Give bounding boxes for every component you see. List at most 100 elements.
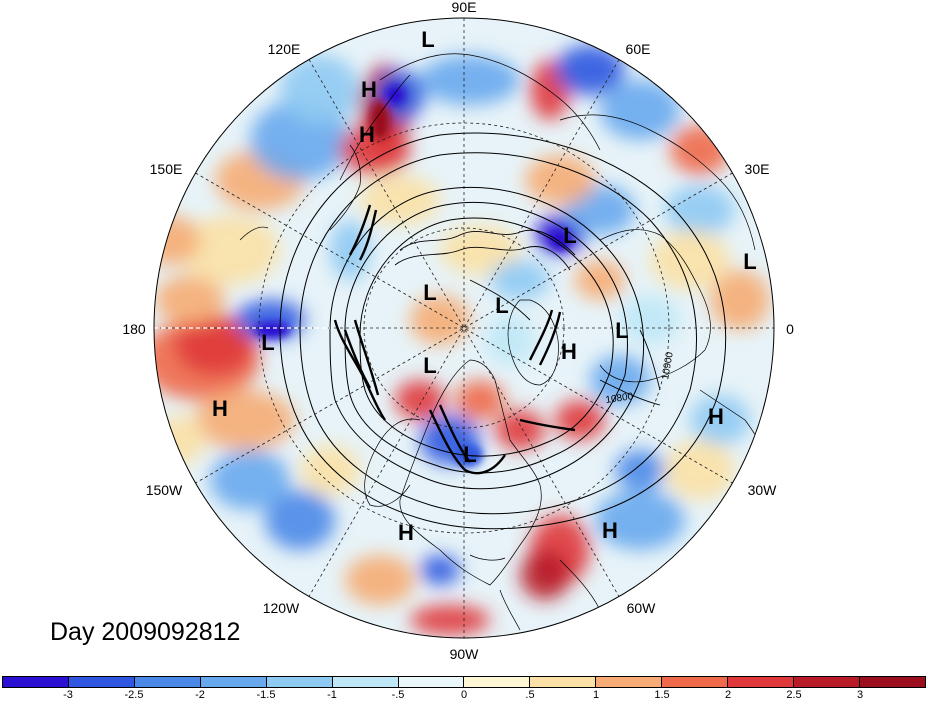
colorbar-swatch xyxy=(398,677,465,687)
colorbar-tick-label: -1 xyxy=(327,689,337,701)
anomaly-patch xyxy=(710,270,770,330)
pressure-center: H xyxy=(359,122,375,147)
colorbar-tick-label: -2.5 xyxy=(124,689,144,701)
pressure-center: H xyxy=(361,77,377,102)
height-contours xyxy=(279,132,727,530)
anomaly-patch xyxy=(650,230,730,290)
anomaly-patch xyxy=(340,125,410,175)
colorbar-tick-label: -2 xyxy=(195,689,205,701)
anomaly-patch xyxy=(420,555,460,585)
pressure-center: L xyxy=(615,318,628,343)
longitude-labels: 90E 60E 30E 0 30W 60W 90W 120W 150W 180 … xyxy=(122,0,794,662)
pressure-center: H xyxy=(561,339,577,364)
lon-label-0: 0 xyxy=(786,321,794,337)
anomaly-patch xyxy=(410,605,490,635)
pressure-center: L xyxy=(743,249,756,274)
anomaly-patch xyxy=(555,400,605,440)
lon-label-30w: 30W xyxy=(748,482,778,498)
colorbar-tick-label: 1 xyxy=(592,689,600,701)
lon-label-60e: 60E xyxy=(626,41,651,57)
anomaly-patch xyxy=(440,225,520,275)
anomaly-patch xyxy=(195,390,295,450)
colorbar-tick-label: 2.5 xyxy=(786,689,802,701)
contour-label-10900: 10900 xyxy=(660,351,676,381)
lon-label-120e: 120E xyxy=(268,41,301,57)
anomaly-patch xyxy=(420,55,520,105)
anomaly-patch xyxy=(155,415,205,465)
colorbar-swatch xyxy=(859,677,925,687)
anomaly-core xyxy=(370,100,390,140)
lon-label-120w: 120W xyxy=(263,600,300,616)
anomaly-patch xyxy=(485,315,535,365)
pressure-center: H xyxy=(602,518,618,543)
anomaly-core xyxy=(254,322,290,338)
anomaly-patch xyxy=(525,155,595,205)
pressure-center: L xyxy=(261,330,274,355)
anomaly-patch xyxy=(495,410,545,450)
anomaly-patch xyxy=(345,555,415,605)
map-title: Day 2009092812 xyxy=(50,618,241,646)
colorbar-swatch xyxy=(596,677,663,687)
anomaly-patch xyxy=(154,215,200,265)
anomaly-patch xyxy=(555,45,625,95)
colorbar-swatch xyxy=(662,677,729,687)
colorbar-swatch xyxy=(728,677,795,687)
anomaly-patch xyxy=(690,395,750,445)
colorbar-swatch xyxy=(794,677,860,687)
pressure-center: H xyxy=(212,396,228,421)
colorbar-tick-label: .5 xyxy=(525,689,535,701)
colorbar-tick-label: -1.5 xyxy=(256,689,276,701)
colorbar-swatch xyxy=(134,677,201,687)
anomaly-patch xyxy=(395,380,445,420)
anomaly-patch xyxy=(180,215,280,285)
colorbar-swatch xyxy=(530,677,597,687)
contour-label-10800: 10800 xyxy=(605,391,635,406)
anomaly-patch xyxy=(155,275,225,325)
lon-label-90w: 90W xyxy=(450,646,480,662)
lon-label-30e: 30E xyxy=(745,161,770,177)
coastlines xyxy=(239,53,774,638)
lon-label-180: 180 xyxy=(122,321,146,337)
anomaly-patch xyxy=(665,185,735,235)
anomaly-patch xyxy=(615,450,665,490)
anomaly-core xyxy=(550,230,570,250)
anomaly-patch xyxy=(175,315,255,375)
colorbar-swatch xyxy=(332,677,399,687)
anomaly-patch xyxy=(665,440,735,500)
anomaly-field xyxy=(154,18,774,638)
anomaly-patch xyxy=(520,550,570,600)
colorbar-tick-label: 1.5 xyxy=(654,689,670,701)
colorbar: -3 -2.5 -2 -1.5 -1 -.5 0 .5 1 1.5 2 2.5 3 xyxy=(0,676,928,702)
lon-label-60w: 60W xyxy=(627,600,657,616)
map-border xyxy=(153,17,775,639)
colorbar-tick-label: -.5 xyxy=(391,689,405,701)
anomaly-patch xyxy=(490,260,550,300)
pressure-center: L xyxy=(463,442,476,467)
anomaly-patch xyxy=(280,55,360,125)
pressure-center: H xyxy=(398,520,414,545)
pressure-center: L xyxy=(423,353,436,378)
anomaly-patch xyxy=(670,125,730,175)
anomaly-patch xyxy=(455,380,505,420)
colorbar-tick-label: 3 xyxy=(856,689,864,701)
anomaly-patch xyxy=(600,80,680,140)
colorbar-tick-label: 0 xyxy=(460,689,468,701)
pressure-center: L xyxy=(423,280,436,305)
lon-label-150w: 150W xyxy=(146,482,183,498)
colorbar-swatch xyxy=(200,677,267,687)
lon-label-90e: 90E xyxy=(452,0,477,15)
colorbar-swatch xyxy=(3,677,69,687)
colorbar-swatch xyxy=(464,677,531,687)
anomaly-patch xyxy=(410,295,470,345)
anomaly-patch xyxy=(265,490,335,550)
pressure-center: L xyxy=(421,27,434,52)
colorbar-swatches xyxy=(2,676,926,688)
anomaly-patch xyxy=(575,260,625,300)
anomaly-patch xyxy=(300,445,360,495)
pressure-centers: L H H L L L L L H L L H H L H H xyxy=(212,27,757,545)
lon-label-150e: 150E xyxy=(150,161,183,177)
colorbar-swatch xyxy=(68,677,135,687)
colorbar-swatch xyxy=(266,677,333,687)
